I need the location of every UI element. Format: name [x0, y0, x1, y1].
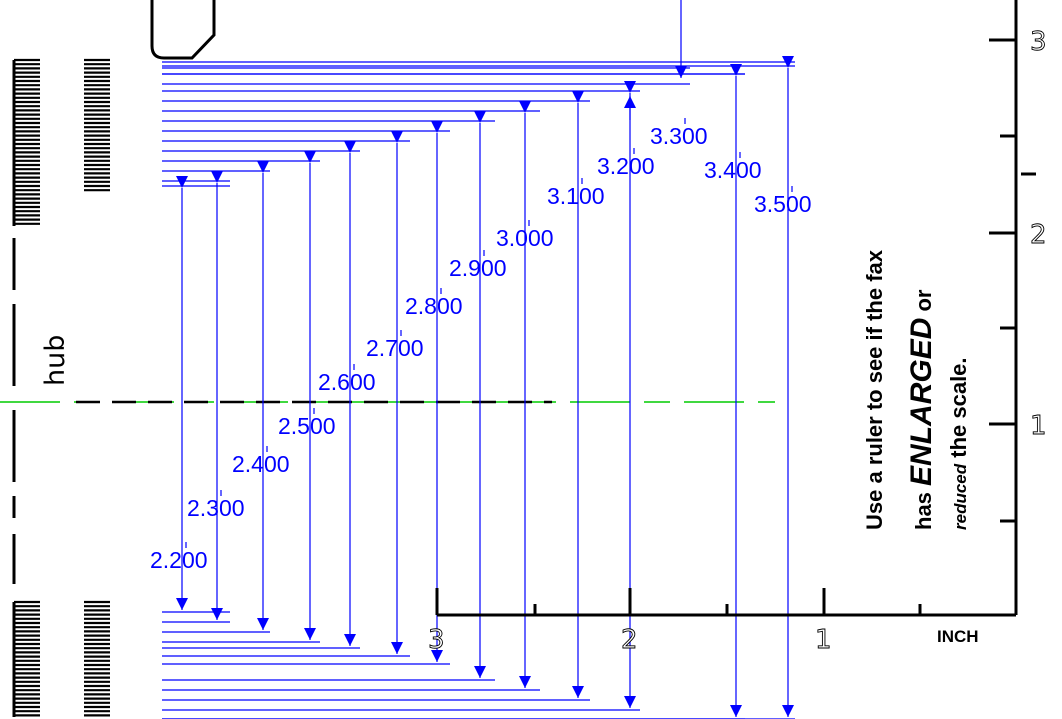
v-ruler-num-2: 2 [1030, 220, 1047, 250]
svg-text:Use a ruler to see if the fax: Use a ruler to see if the fax [862, 249, 887, 530]
note-line-3-emphasis: reduced [951, 463, 970, 530]
dimension-label: 3.400 [704, 157, 762, 183]
v-ruler-num-1: 1 [1030, 411, 1047, 441]
dimension-label: 2.200 [150, 547, 208, 573]
hub-label: hub [40, 335, 71, 386]
scale-note: Use a ruler to see if the fax has ENLARG… [862, 249, 971, 530]
hub-teeth-bottom-inner [84, 600, 110, 717]
svg-text:has ENLARGED or: has ENLARGED or [905, 289, 938, 530]
dimension-label: 2.400 [232, 451, 290, 477]
dimension-label: 2.600 [318, 369, 376, 395]
vertical-ruler: 3 2 1 [989, 0, 1047, 615]
dimension-label: 2.700 [366, 335, 424, 361]
dimension-label: 3.500 [754, 191, 812, 217]
hub-teeth-top-outer [12, 58, 40, 226]
v-ruler-num-3: 3 [1030, 27, 1047, 57]
note-line-2-emphasis: ENLARGED [905, 318, 938, 486]
dimension-lines [162, 61, 795, 719]
part-outline [150, 0, 216, 60]
dimension-label: 2.900 [449, 255, 507, 281]
horizontal-ruler: 3 2 1 INCH [428, 588, 1016, 655]
dimension-label: 2.800 [405, 293, 463, 319]
dimension-label: 3.300 [650, 123, 708, 149]
dimension-label: 3.000 [496, 225, 554, 251]
note-line-1: Use a ruler to see if the fax [862, 249, 887, 530]
inch-label: INCH [937, 627, 979, 646]
dimension-label: 2.500 [278, 413, 336, 439]
note-line-2-prefix: has [911, 486, 936, 530]
dimension-label: 2.300 [187, 495, 245, 521]
dimension-arrows [176, 0, 794, 717]
h-ruler-num-3: 3 [428, 625, 445, 655]
dimension-labels: 2.200 2.300 2.400 2.500 2.600 2.700 2.800 2.900… [150, 123, 812, 573]
h-ruler-num-2: 2 [621, 625, 638, 655]
hub-teeth-bottom-outer [12, 600, 40, 717]
dimension-label: 3.200 [597, 153, 655, 179]
svg-text:reduced the scale.: reduced the scale. [946, 357, 971, 530]
note-line-3-suffix: the scale. [946, 357, 971, 463]
hub-teeth-top-inner [84, 58, 110, 192]
note-line-2-suffix: or [911, 289, 936, 318]
dimension-label: 3.100 [547, 183, 605, 209]
h-ruler-num-1: 1 [815, 625, 832, 655]
